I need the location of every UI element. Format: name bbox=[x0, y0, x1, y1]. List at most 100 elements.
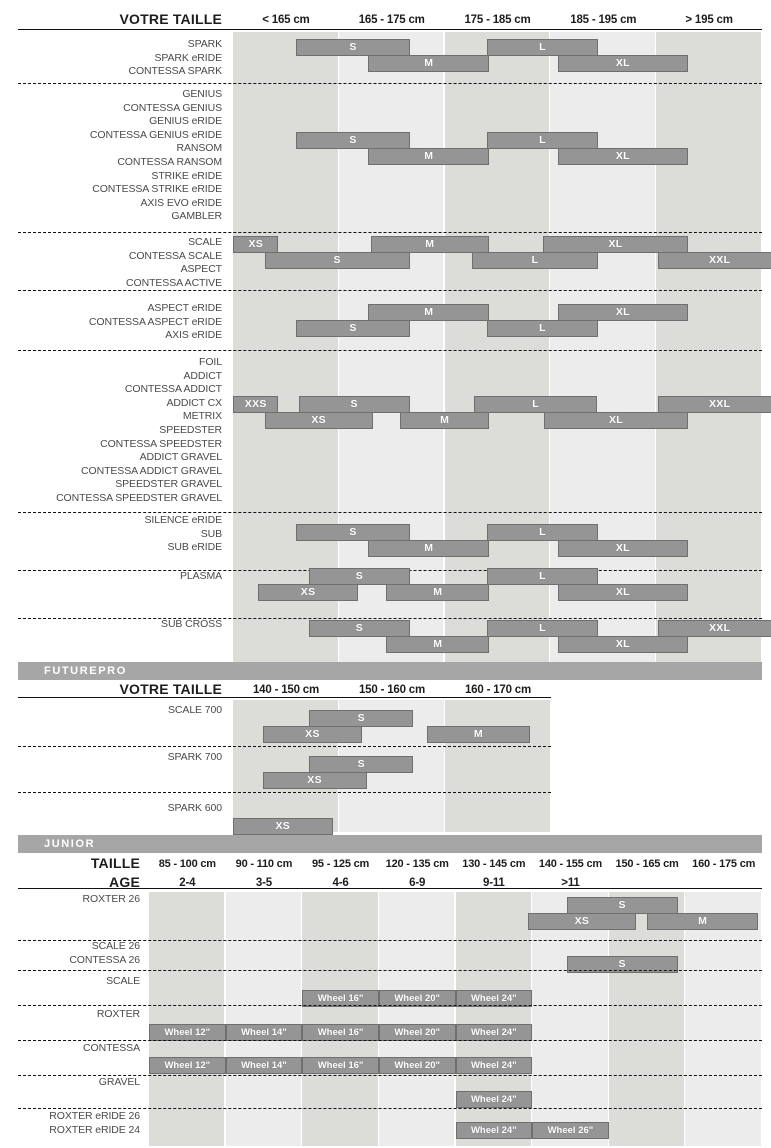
size-bar: L bbox=[472, 252, 598, 269]
age-value-junior: 3-5 bbox=[255, 877, 272, 889]
column-header-junior: 130 - 145 cm bbox=[462, 858, 526, 870]
wheel-bar: Wheel 20" bbox=[378, 1057, 456, 1074]
model-label: ASPECT eRIDE bbox=[147, 302, 223, 314]
column-header-junior: 120 - 135 cm bbox=[385, 858, 449, 870]
column-header-futurepro: 140 - 150 cm bbox=[252, 684, 319, 696]
size-bar: S bbox=[264, 252, 410, 269]
model-label: SUB eRIDE bbox=[167, 541, 222, 554]
column-header-futurepro: 150 - 160 cm bbox=[358, 684, 425, 696]
size-bar: S bbox=[309, 756, 414, 773]
size-bar: M bbox=[386, 636, 490, 653]
model-label-group-roxter-eride: ROXTER eRIDE 26 ROXTER eRIDE 24 bbox=[49, 1110, 140, 1137]
size-bar: S bbox=[296, 132, 410, 149]
size-bar: L bbox=[486, 320, 598, 337]
futurepro-band-title: FUTUREPRO bbox=[18, 662, 762, 680]
size-bar: M bbox=[370, 236, 490, 253]
model-label: GENIUS eRIDE bbox=[149, 115, 222, 128]
model-label-group-roxter26: ROXTER 26 bbox=[82, 893, 141, 907]
adult-group-divider bbox=[18, 350, 762, 351]
size-bar: L bbox=[486, 132, 598, 149]
size-bar: L bbox=[486, 524, 598, 541]
model-label: SILENCE eRIDE bbox=[144, 514, 223, 526]
size-bar: M bbox=[426, 726, 530, 743]
model-label: SCALE bbox=[106, 975, 140, 987]
model-label: SUB bbox=[200, 527, 222, 540]
model-label: CONTESSA RANSOM bbox=[117, 155, 222, 168]
size-bar: M bbox=[647, 913, 759, 930]
size-bar: XL bbox=[557, 636, 688, 653]
column-header-junior: 85 - 100 cm bbox=[158, 858, 216, 870]
wheel-bar: Wheel 26" bbox=[532, 1122, 609, 1139]
column-header-adult: 165 - 175 cm bbox=[358, 14, 425, 26]
model-label: GRAVEL bbox=[98, 1076, 140, 1088]
model-label: SPARK eRIDE bbox=[154, 51, 222, 64]
model-label: ADDICT GRAVEL bbox=[139, 451, 222, 464]
model-label: GAMBLER bbox=[171, 210, 222, 223]
model-label: ROXTER bbox=[96, 1008, 140, 1020]
model-label: CONTESSA 26 bbox=[69, 953, 140, 966]
size-bar: L bbox=[474, 396, 597, 413]
model-label: SCALE 700 bbox=[168, 704, 222, 716]
age-value-junior: 4-6 bbox=[332, 877, 349, 889]
size-bar: S bbox=[309, 568, 410, 585]
column-header-adult: 175 - 185 cm bbox=[464, 14, 531, 26]
column-stripe bbox=[445, 700, 550, 832]
model-label-group-scale: SCALE CONTESSA SCALE ASPECT CONTESSA ACTIVE bbox=[126, 236, 222, 290]
model-label: PLASMA bbox=[180, 570, 222, 582]
model-label: FOIL bbox=[199, 356, 222, 368]
age-value-junior: 2-4 bbox=[179, 877, 196, 889]
model-label-group-gravel-kids: GRAVEL bbox=[99, 1076, 140, 1090]
wheel-bar: Wheel 14" bbox=[225, 1024, 303, 1041]
column-header-junior: 90 - 110 cm bbox=[235, 858, 293, 870]
size-bar: S bbox=[566, 956, 678, 973]
size-bar: XS bbox=[262, 726, 363, 743]
junior-group-divider bbox=[18, 1075, 762, 1076]
model-label: CONTESSA SCALE bbox=[128, 249, 222, 262]
wheel-bar: Wheel 16" bbox=[302, 1024, 379, 1041]
votre-taille-header-futurepro: VOTRE TAILLE bbox=[119, 681, 222, 697]
model-label: ROXTER eRIDE 24 bbox=[49, 1123, 140, 1136]
adult-header-rule bbox=[18, 29, 762, 30]
size-bar: XS bbox=[528, 913, 636, 930]
size-bar: XL bbox=[544, 412, 688, 429]
junior-group-divider bbox=[18, 940, 762, 941]
wheel-bar: Wheel 20" bbox=[378, 1024, 456, 1041]
size-bar: XXL bbox=[658, 620, 771, 637]
size-bar: M bbox=[400, 412, 490, 429]
size-bar: L bbox=[486, 620, 598, 637]
adult-group-divider bbox=[18, 83, 762, 84]
size-bar: M bbox=[368, 148, 490, 165]
size-bar: XL bbox=[557, 148, 688, 165]
model-label-group-scale26: SCALE 26 CONTESSA 26 bbox=[69, 940, 140, 967]
model-label: AXIS EVO eRIDE bbox=[140, 196, 223, 209]
size-bar: S bbox=[296, 320, 410, 337]
column-header-junior: 140 - 155 cm bbox=[538, 858, 602, 870]
junior-group-divider bbox=[18, 1108, 762, 1109]
size-bar: XL bbox=[557, 55, 688, 72]
model-label: ADDICT bbox=[183, 369, 223, 382]
column-header-junior: 150 - 165 cm bbox=[615, 858, 679, 870]
model-label-group-contessa-kids: CONTESSA bbox=[83, 1042, 140, 1056]
age-value-junior: 9-11 bbox=[483, 877, 505, 889]
wheel-bar: Wheel 24" bbox=[455, 1122, 533, 1139]
size-bar: XXS bbox=[233, 396, 279, 413]
column-header-adult: < 165 cm bbox=[262, 14, 310, 26]
adult-group-divider bbox=[18, 618, 762, 619]
adult-group-divider bbox=[18, 232, 762, 233]
model-label: SPARK 700 bbox=[167, 751, 222, 763]
model-label: CONTESSA SPEEDSTER bbox=[100, 437, 222, 450]
wheel-bar: Wheel 14" bbox=[225, 1057, 303, 1074]
model-label: CONTESSA GENIUS bbox=[123, 101, 222, 114]
model-label-group-spark: SPARK SPARK eRIDE CONTESSA SPARK bbox=[128, 38, 222, 79]
model-label: CONTESSA ADDICT GRAVEL bbox=[81, 464, 222, 477]
model-label-group-scale-kids: SCALE bbox=[106, 975, 140, 989]
column-header-adult: 185 - 195 cm bbox=[570, 14, 637, 26]
model-label-group-silence: SILENCE eRIDE SUB SUB eRIDE bbox=[144, 514, 223, 555]
model-label: ROXTER 26 bbox=[82, 893, 141, 905]
model-label-group-spark600: SPARK 600 bbox=[168, 802, 222, 816]
size-bar: S bbox=[309, 620, 410, 637]
futurepro-group-divider bbox=[18, 746, 551, 747]
wheel-bar: Wheel 12" bbox=[149, 1057, 226, 1074]
model-label: CONTESSA GENIUS eRIDE bbox=[89, 128, 222, 141]
age-header-junior: AGE bbox=[109, 874, 140, 890]
